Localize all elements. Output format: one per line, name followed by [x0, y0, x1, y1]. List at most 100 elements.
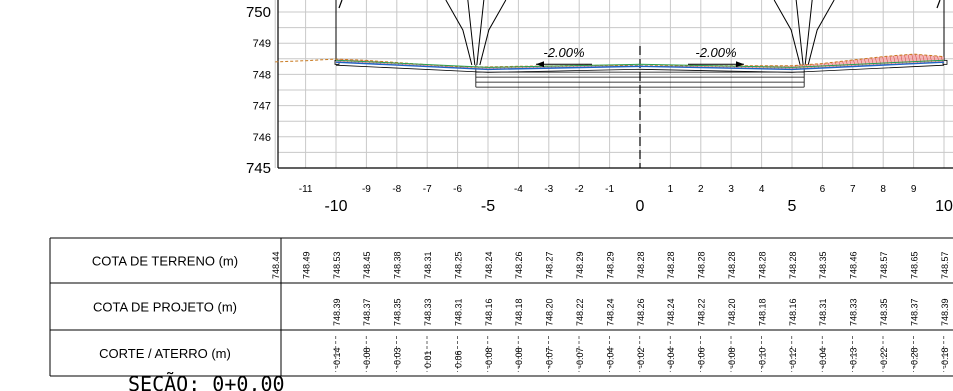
x-tick-label: -9 [362, 184, 371, 195]
table-cell-value: 748.18 [757, 298, 767, 326]
cut-hatch [937, 55, 940, 63]
table-cell-value: 748.28 [757, 251, 767, 279]
table-cell-value: 748.16 [484, 298, 494, 326]
cut-hatch [849, 60, 852, 67]
table-cell-value: 748.38 [393, 251, 403, 279]
table-cell-value: 748.27 [545, 251, 555, 279]
table-cell-value: 748.28 [788, 251, 798, 279]
table-cell-value: -0.08 [514, 347, 524, 368]
slope-arrowhead [736, 61, 744, 68]
cut-hatch [856, 59, 860, 67]
table-cell-value: -0.13 [849, 347, 859, 368]
callout-pointer [773, 0, 801, 66]
table-cell-value: 0.06 [453, 350, 463, 368]
table-cell-value: 748.65 [909, 251, 919, 279]
table-cell-value: -0.18 [940, 347, 950, 368]
y-tick-label: 749 [253, 38, 271, 50]
callout-pointer [445, 0, 473, 66]
table-cell-value: 748.33 [423, 298, 433, 326]
section-title: SEÇÃO: 0+0,00 [128, 372, 285, 391]
callout-pointer [479, 0, 507, 66]
cut-hatch [878, 57, 882, 66]
table-cell-value: -0.04 [605, 347, 615, 368]
y-tick-label: 748 [253, 69, 271, 81]
plot-grid [274, 0, 953, 169]
x-tick-label: -3 [544, 184, 553, 195]
table-cell-value: 748.25 [453, 251, 463, 279]
slope-annotations: -2.00% -2.00% [536, 45, 744, 68]
table-cell-value: 748.16 [788, 298, 798, 326]
cut-hatch [871, 57, 874, 66]
cut-hatch [845, 60, 849, 67]
table-cell-value: 748.20 [545, 298, 555, 326]
cut-hatch [896, 55, 900, 65]
callout-pointer [467, 0, 476, 66]
elevation-table: COTA DE TERRENO (m) 748.44 748.49 748.53 748… [49, 237, 953, 377]
plot-axes [277, 0, 953, 169]
cut-hatch [940, 56, 944, 63]
table-cell-value: 748.20 [727, 298, 737, 326]
cut-hatch [882, 56, 885, 66]
x-tick-label: -4 [514, 184, 523, 195]
table-cell-value: 748.39 [940, 298, 950, 326]
table-cell-value: 748.31 [453, 298, 463, 326]
table-cell-value: 748.22 [697, 298, 707, 326]
table-cell-value: 748.57 [879, 251, 889, 279]
table-cell-value: -0.07 [545, 347, 555, 368]
x-tick-label: -7 [423, 184, 432, 195]
table-cell-value: 748.18 [514, 298, 524, 326]
cut-hatch [864, 58, 867, 67]
cut-hatch [889, 56, 893, 65]
slope-arrowhead [536, 61, 544, 68]
x-tick-label: 3 [728, 184, 734, 195]
table-cell-value: 748.28 [727, 251, 737, 279]
cut-hatch [834, 61, 838, 68]
cut-hatch [904, 54, 907, 65]
table-cell-value: 748.33 [849, 298, 859, 326]
table-cell-value: -0.28 [909, 347, 919, 368]
table-cell-value: -0.10 [757, 347, 767, 368]
table-row-label: CORTE / ATERRO (m) [99, 346, 231, 361]
x-major-tick-label: 5 [788, 198, 797, 215]
table-cell-value: -0.12 [788, 347, 798, 368]
table-cell-value: 748.49 [301, 251, 311, 279]
table-cell-value: 748.57 [940, 251, 950, 279]
x-major-tick-label: 10 [935, 198, 953, 215]
slope-label: -2.00% [543, 45, 584, 60]
x-major-tick-label: 0 [636, 198, 645, 215]
section-series [275, 53, 945, 73]
x-tick-label: 9 [911, 184, 917, 195]
y-axis-labels: 745 746 747 748 749 750 [246, 4, 271, 177]
callout-pointer [476, 0, 485, 66]
table-cell-value: 0.01 [423, 350, 433, 368]
cut-hatch [885, 56, 889, 66]
table-cell-value: 748.24 [666, 298, 676, 326]
cut-hatch [893, 55, 896, 65]
table-cell-value: 748.53 [332, 251, 342, 279]
table-cell-value: -0.07 [575, 347, 585, 368]
table-cell-value: -0.02 [636, 347, 646, 368]
table-cell-value: 748.37 [362, 298, 372, 326]
x-major-tick-label: -10 [324, 198, 347, 215]
x-tick-label: -8 [392, 184, 401, 195]
terrain-line [275, 53, 945, 68]
x-major-tick-label: -5 [481, 198, 495, 215]
cut-hatch [867, 58, 871, 66]
table-row-label: COTA DE PROJETO (m) [93, 300, 237, 315]
table-cell-value: -0.08 [484, 347, 494, 368]
x-tick-label: 8 [880, 184, 886, 195]
cut-hatch [918, 54, 922, 64]
cut-hatch [911, 54, 915, 64]
callout-pointer [795, 0, 804, 66]
cut-hatch [933, 55, 936, 63]
cut-hatch [915, 54, 918, 64]
table-cell-value: 748.28 [697, 251, 707, 279]
cut-hatch [853, 59, 856, 67]
cut-hatch [838, 61, 842, 68]
table-cell-value: 748.35 [879, 298, 889, 326]
x-tick-label: 1 [668, 184, 674, 195]
x-tick-label: 6 [820, 184, 826, 195]
table-cell-value: 748.39 [332, 298, 342, 326]
table-cell-value: 748.28 [636, 251, 646, 279]
